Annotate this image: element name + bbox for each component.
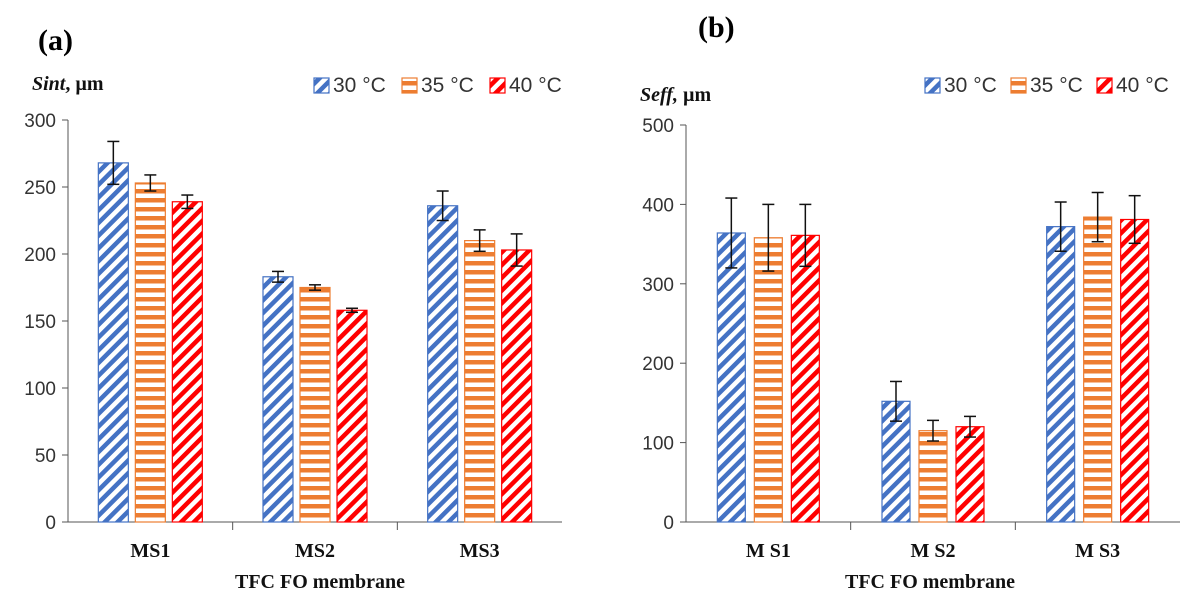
error-bar	[1091, 191, 1104, 243]
error-bar	[725, 197, 738, 269]
legend-label: 40 °C	[509, 74, 562, 97]
y-tick-label: 0	[45, 513, 56, 534]
x-axis-label: TFC FO membrane	[235, 571, 405, 593]
y-axis-label: Sint, µm	[32, 73, 104, 95]
x-category-label: M S3	[1075, 540, 1120, 562]
legend-item: 30 °C	[924, 74, 997, 97]
x-category-label: MS2	[295, 540, 335, 562]
bar-ms2-series-2	[955, 426, 985, 523]
bar-ms1-series-2	[790, 234, 820, 523]
chart-a-svg: (a) Sint, µm 0 50 100 150 200 250 300 MS1 MS2 MS3 TF…	[24, 24, 562, 593]
legend-item: 35 °C	[401, 74, 474, 97]
error-bar	[510, 233, 523, 267]
error-bar	[473, 229, 486, 253]
error-bar	[181, 194, 194, 210]
y-tick-label: 150	[24, 312, 56, 333]
legend-swatch	[924, 77, 941, 94]
x-category-label: M S1	[746, 540, 791, 562]
y-tick-label: 50	[35, 446, 56, 467]
y-tick-label: 500	[642, 116, 674, 137]
bar-ms3-series-0	[427, 205, 459, 523]
x-category-label: M S2	[911, 540, 956, 562]
error-bar	[890, 380, 902, 422]
y-tick-label: 300	[24, 111, 56, 132]
x-category-label: MS3	[460, 540, 500, 562]
error-bar	[309, 284, 321, 291]
bar-ms3-series-2	[1120, 218, 1150, 523]
bar-ms3-series-2	[501, 249, 533, 523]
x-category-label: MS1	[130, 540, 170, 562]
bar-ms2-series-2	[336, 309, 368, 523]
error-bar	[107, 140, 120, 186]
panel-label: (a)	[38, 24, 73, 57]
y-tick-label: 250	[24, 178, 56, 199]
legend-swatch	[313, 77, 330, 94]
error-bar	[346, 307, 358, 314]
legend-item: 40 °C	[489, 74, 562, 97]
chart-panel-a: (a) Sint, µm 0 50 100 150 200 250 300 MS1 MS2 MS3 TF…	[0, 0, 590, 596]
bar-ms2-series-1	[299, 286, 331, 523]
bar-ms3-series-1	[1083, 216, 1113, 523]
y-tick-label: 300	[642, 275, 674, 296]
legend-item: 40 °C	[1096, 74, 1169, 97]
legend-label: 40 °C	[1116, 74, 1169, 97]
error-bar	[799, 203, 812, 268]
legend-swatch	[1096, 77, 1113, 94]
error-bar	[436, 190, 449, 222]
chart-b-svg: (b) Seff, µm 0 100 200 300 400 500 M S1 M S2 M S3 T…	[640, 11, 1180, 593]
bar-ms2-series-1	[918, 430, 948, 523]
panel-label: (b)	[698, 11, 735, 44]
error-bar	[1128, 194, 1141, 245]
legend-label: 35 °C	[1030, 74, 1083, 97]
y-tick-label: 200	[24, 245, 56, 266]
legend-label: 35 °C	[421, 74, 474, 97]
legend-swatch	[1010, 77, 1027, 94]
error-bar	[272, 270, 284, 283]
error-bar	[762, 203, 775, 272]
legend-item: 30 °C	[313, 74, 386, 97]
bar-ms3-series-1	[464, 240, 496, 523]
bar-ms3-series-0	[1046, 226, 1076, 523]
y-axis-label: Seff, µm	[640, 84, 711, 106]
x-axis-label: TFC FO membrane	[845, 571, 1015, 593]
legend-item: 35 °C	[1010, 74, 1083, 97]
y-tick-label: 100	[642, 434, 674, 455]
y-tick-label: 200	[642, 354, 674, 375]
bar-ms1-series-1	[134, 182, 166, 523]
error-bar	[1054, 201, 1067, 252]
legend-label: 30 °C	[333, 74, 386, 97]
bar-ms1-series-0	[716, 232, 746, 523]
error-bar	[964, 415, 976, 438]
error-bar	[927, 419, 939, 442]
bar-ms1-series-2	[171, 201, 203, 523]
bar-ms1-series-1	[753, 237, 783, 523]
legend-swatch	[489, 77, 506, 94]
bar-ms2-series-0	[262, 276, 294, 523]
y-tick-label: 0	[663, 513, 674, 534]
bar-ms1-series-0	[97, 162, 129, 523]
legend-swatch	[401, 77, 418, 94]
y-tick-label: 100	[24, 379, 56, 400]
y-tick-label: 400	[642, 195, 674, 216]
error-bar	[144, 174, 157, 192]
legend-label: 30 °C	[944, 74, 997, 97]
chart-panel-b: (b) Seff, µm 0 100 200 300 400 500 M S1 M S2 M S3 T…	[600, 0, 1189, 596]
